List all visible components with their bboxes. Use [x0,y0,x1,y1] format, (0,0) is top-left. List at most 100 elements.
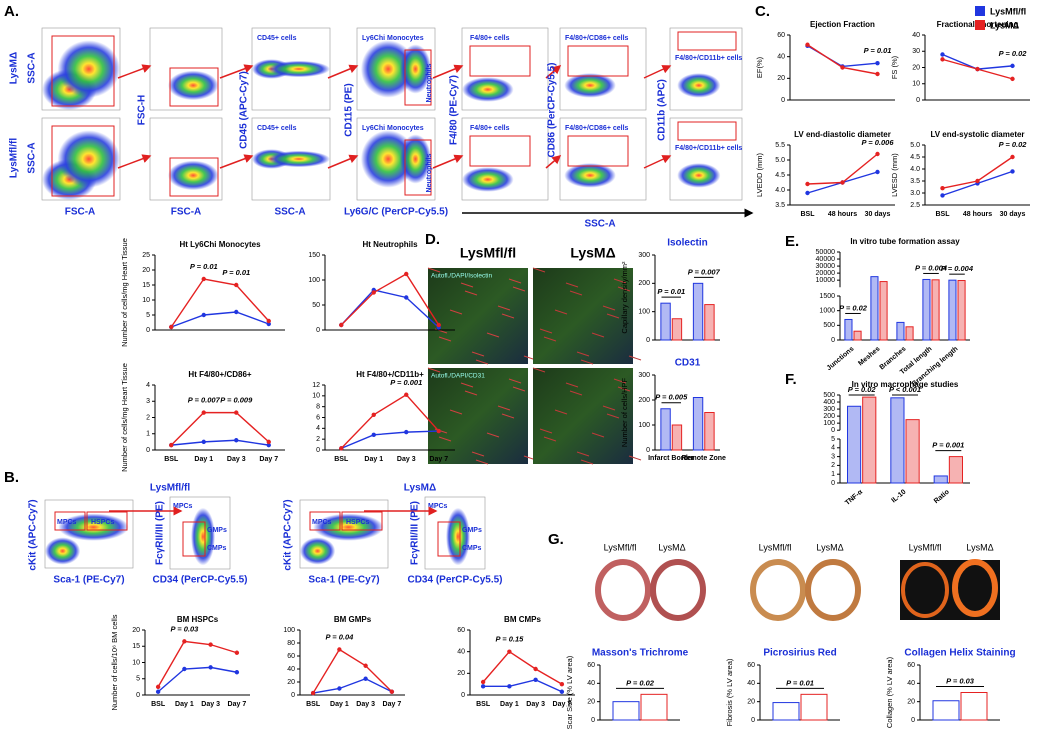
y-tick-label: 1500 [819,293,835,300]
annotation: P = 0.02 [999,49,1028,58]
series-line [171,439,269,446]
annotation: P = 0.005 [655,393,688,402]
point [1010,76,1015,82]
density [462,167,514,192]
density [191,507,215,566]
vessel [449,309,463,315]
point [310,690,316,696]
y-axis-label: Number of cells/HPF [620,377,629,447]
x-tick-label: Day 1 [500,701,519,708]
series-line [340,430,439,450]
bar [948,456,963,484]
vessel [617,386,631,392]
bar [704,412,715,451]
vessel [471,351,485,357]
chart-title: Ejection Fraction [810,20,875,29]
point [371,432,376,438]
density [313,513,384,541]
point [234,309,239,315]
point [404,429,409,435]
y-tick-label: 40 [287,666,295,673]
y-axis-label: Number of cells/mg Heart Tissue [120,363,129,472]
y-tick-label: 4 [316,425,320,432]
y-axis-label: LVESD (mm) [890,153,899,197]
vessel [628,455,642,461]
chart-title: Ht Ly6Chi Monocytes [179,240,261,249]
point [337,686,342,691]
y-tick-label: 0 [646,447,650,454]
x-tick-label: BSL [801,211,816,218]
point [201,439,206,445]
label: B. [4,469,19,486]
label: CD45+ cells [257,125,297,132]
y-axis-label: Scar Size (% LV area) [565,655,574,729]
y-axis-label: LVEDD (mm) [755,152,764,197]
label: CMPs [462,545,482,552]
y-tick-label: 5.5 [775,142,785,149]
vessel [508,278,522,284]
point [404,392,409,397]
label: HSPCs [346,519,369,526]
y-tick-label: 1 [146,431,150,438]
y-tick-label: 40 [777,54,785,61]
flow-plot [669,117,743,201]
point [337,647,342,652]
label: MPCs [57,519,77,526]
y-tick-label: 300 [823,406,835,413]
annotation: P = 0.01 [864,46,892,55]
bar [931,279,940,341]
vessel [460,382,474,388]
point [339,322,344,328]
label: MPCs [428,503,448,510]
annotation: P = 0.03 [946,676,975,685]
x-tick-label: Day 1 [364,456,383,463]
label: FcγRII/III (PE) [155,501,166,565]
y-tick-label: 200 [638,397,650,404]
point [940,186,945,191]
point [480,684,486,689]
label: LysMΔ [404,483,436,494]
gate [404,49,432,106]
point [201,312,206,318]
annotation: P = 0.01 [190,262,218,271]
point [234,438,239,443]
chart-title: BM GMPs [334,615,372,624]
series-line [340,289,440,329]
label: Sca-1 (PE-Cy7) [53,575,124,586]
arrow [643,65,672,79]
point [805,181,810,187]
point [875,71,880,77]
arrow [545,65,562,79]
bar [905,419,920,484]
vessel [569,390,583,396]
y-tick-label: 60 [747,662,755,669]
label: LysMfl/fl [460,245,516,261]
point [155,689,161,694]
gate [677,31,737,51]
point [371,290,376,295]
bar [896,321,905,341]
x-tick-label: Day 3 [397,456,416,463]
bar [772,702,800,721]
x-tick-label: BSL [164,456,179,463]
vessel [580,459,594,465]
vessel [460,282,474,288]
point [507,684,512,689]
label: LysMΔ [9,52,20,84]
label: LysMfl/fl [909,542,942,552]
label: LysMfl/fl [759,542,792,552]
point [559,689,565,694]
annotation: P = 0.15 [495,635,524,644]
y-tick-label: 300 [638,252,650,259]
label: FSC-H [137,95,148,126]
label: C. [755,3,770,20]
point [266,318,271,324]
label: LysMΔ [816,542,843,552]
point [875,169,880,175]
y-tick-label: 6 [316,414,320,421]
series-line [313,677,393,694]
y-tick-label: 1 [831,471,835,478]
chart-title: Ht Neutrophils [362,240,418,249]
label: MPCs [173,503,193,510]
arrow [117,64,152,79]
